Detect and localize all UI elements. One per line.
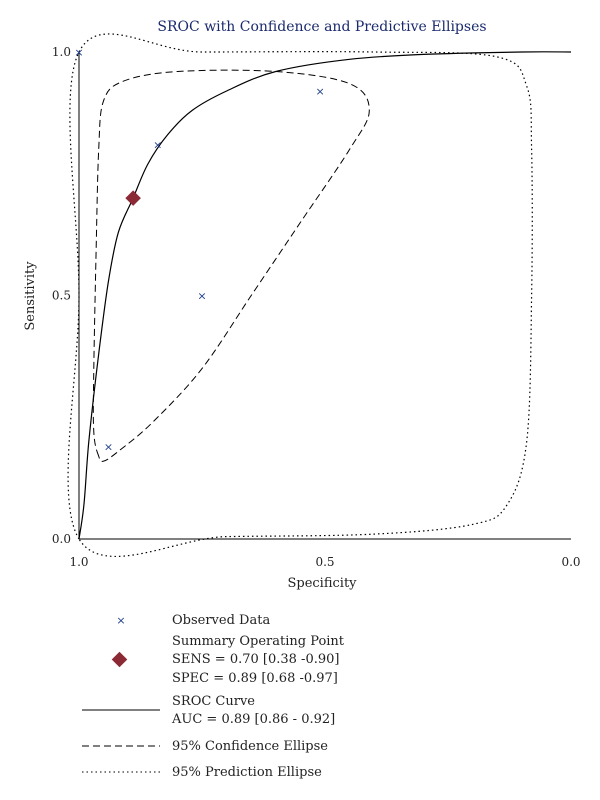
y-axis-label: Sensitivity: [23, 261, 38, 331]
axes: [78, 52, 571, 540]
y-tick-label: 0.0: [52, 532, 71, 546]
summary-operating-point: [125, 190, 141, 206]
confidence-ellipse: [92, 69, 370, 462]
observed-point: ×: [74, 46, 83, 59]
legend-confidence-label: 95% Confidence Ellipse: [172, 739, 328, 754]
prediction-ellipse: [67, 33, 533, 557]
legend-summary-label: Summary Operating Point: [172, 634, 345, 649]
legend: × Observed Data Summary Operating Point …: [82, 613, 345, 780]
x-tick-label: 0.5: [315, 555, 334, 569]
chart-title: SROC with Confidence and Predictive Elli…: [157, 19, 486, 35]
legend-spec-label: SPEC = 0.89 [0.68 -0.97]: [172, 671, 338, 686]
data-points: × × × × ×: [74, 46, 324, 453]
x-tick-label: 0.0: [561, 555, 580, 569]
legend-sroc-label: SROC Curve: [172, 694, 255, 709]
tick-labels: 1.0 0.5 0.0 0.0 0.5 1.0: [52, 45, 581, 569]
legend-observed-label: Observed Data: [172, 613, 270, 628]
legend-prediction-label: 95% Prediction Ellipse: [172, 765, 322, 780]
y-tick-label: 0.5: [52, 289, 71, 303]
observed-point: ×: [153, 139, 162, 152]
legend-sens-label: SENS = 0.70 [0.38 -0.90]: [172, 652, 339, 667]
observed-point: ×: [104, 440, 113, 453]
observed-point: ×: [197, 290, 206, 303]
legend-observed-marker: ×: [116, 614, 125, 627]
x-axis-label: Specificity: [287, 576, 357, 591]
x-tick-label: 1.0: [69, 555, 88, 569]
plot-lines: [67, 33, 572, 557]
y-tick-label: 1.0: [52, 45, 71, 59]
legend-auc-label: AUC = 0.89 [0.86 - 0.92]: [171, 712, 335, 727]
observed-point: ×: [315, 85, 324, 98]
sroc-curve: [78, 51, 572, 540]
legend-summary-marker: [111, 651, 128, 668]
